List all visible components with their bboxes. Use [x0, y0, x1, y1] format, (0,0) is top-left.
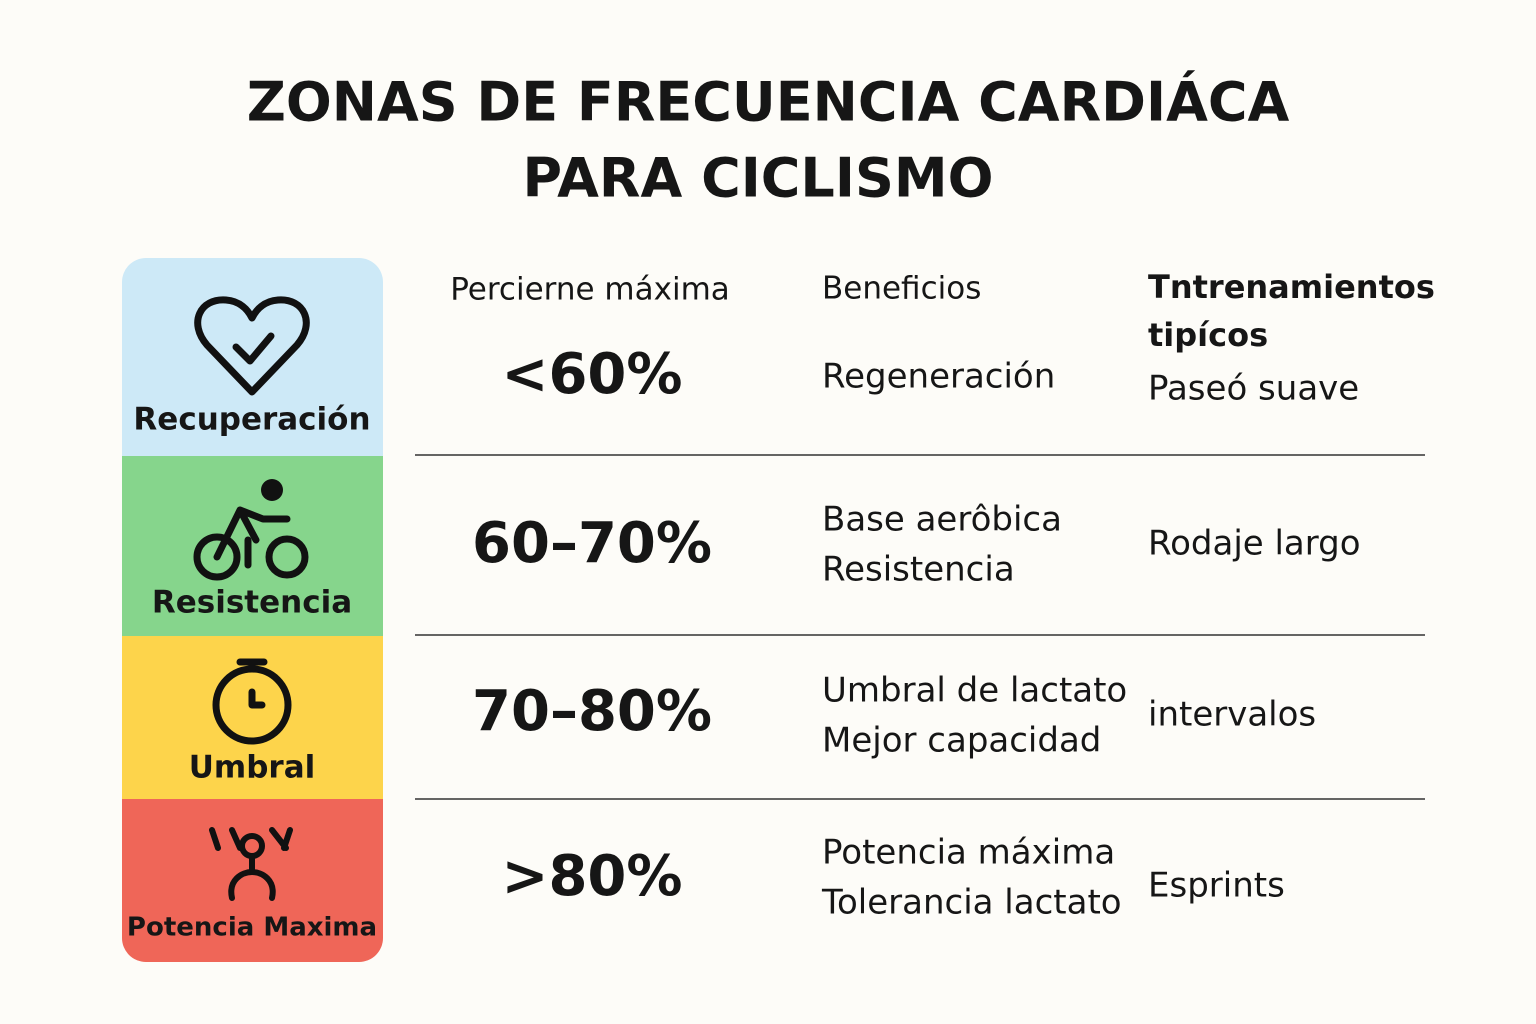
benefit: Mejor capacidad	[822, 721, 1101, 761]
header: Tntrenamientos	[1148, 268, 1435, 306]
heart-icon	[194, 296, 310, 396]
percent: <60%	[502, 342, 683, 407]
benefit: Tolerancia lactato	[821, 883, 1122, 923]
zone-card	[122, 258, 383, 962]
training: Rodaje largo	[1148, 524, 1361, 564]
benefit: Umbral de lactato	[822, 671, 1127, 711]
header: Percierne máxima	[450, 272, 730, 308]
benefit: Potencia máxima	[822, 833, 1115, 873]
training: Paseó suave	[1148, 369, 1359, 409]
zone-bg	[122, 456, 383, 636]
sprint-icon	[209, 827, 293, 901]
header: tipícos	[1148, 316, 1268, 354]
percent: >80%	[502, 844, 683, 909]
zone-bg	[122, 799, 383, 962]
zone-label: Potencia Maxima	[127, 913, 377, 943]
zone-label: Resistencia	[152, 585, 352, 621]
bike-icon	[193, 479, 309, 581]
percent: 60–70%	[472, 511, 712, 576]
title-line: PARA CICLISMO	[523, 147, 994, 210]
benefit: Resistencia	[822, 550, 1015, 590]
stopwatch-icon	[212, 658, 292, 745]
training: intervalos	[1148, 695, 1316, 735]
zone-label: Recuperación	[133, 402, 370, 438]
zone-label: Umbral	[189, 750, 316, 786]
title-line: ZONAS DE FRECUENCIA CARDIÁCA	[247, 71, 1290, 134]
benefit: Regeneración	[822, 357, 1055, 397]
training: Esprints	[1148, 866, 1285, 906]
benefit: Base aerôbica	[822, 500, 1062, 540]
percent: 70–80%	[472, 679, 712, 744]
header: Beneficios	[822, 271, 981, 307]
